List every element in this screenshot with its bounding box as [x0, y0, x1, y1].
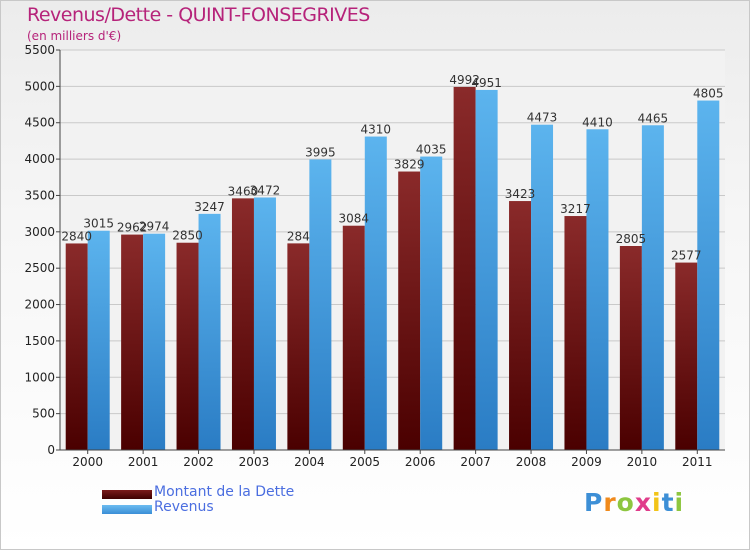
data-label-dette-2004: 284 — [287, 229, 310, 243]
data-label-dette-2011: 2577 — [671, 249, 702, 263]
bar-revenus-2002 — [198, 213, 221, 450]
data-label-revenus-2010: 4465 — [638, 111, 669, 125]
data-label-revenus-2011: 4805 — [693, 87, 724, 101]
bar-dette-2004 — [287, 243, 310, 450]
data-label-revenus-2005: 4310 — [361, 123, 392, 137]
axis-layer: 0 500 1000 1500 2000 2500 3000 3500 4000 4500 5000… — [24, 43, 725, 469]
y-tick-label: 500 — [32, 407, 55, 421]
legend-label-dette: Montant de la Dette — [154, 484, 295, 500]
data-label-dette-2009: 3217 — [560, 202, 591, 216]
logo-letter: i — [652, 488, 662, 517]
bar-revenus-2011 — [697, 100, 720, 450]
bar-revenus-2007 — [475, 89, 498, 450]
logo-letter: i — [674, 488, 685, 517]
bar-revenus-2000 — [87, 230, 110, 450]
data-label-dette-2002: 2850 — [172, 229, 203, 243]
y-tick-label: 2500 — [24, 261, 55, 275]
data-label-dette-2000: 2840 — [61, 229, 92, 243]
bar-revenus-2003 — [253, 197, 276, 450]
y-tick-label: 0 — [47, 443, 55, 457]
bar-dette-2000 — [65, 243, 88, 450]
proxiti-logo: Proxiti — [584, 488, 684, 517]
y-tick-label: 4500 — [24, 116, 55, 130]
x-tick-label: 2003 — [239, 455, 270, 469]
bar-revenus-2010 — [641, 125, 664, 450]
y-tick-label: 1000 — [24, 370, 55, 384]
bar-dette-2005 — [342, 225, 365, 450]
data-label-revenus-2003: 3472 — [250, 183, 281, 197]
x-tick-label: 2010 — [627, 455, 658, 469]
bar-revenus-2009 — [586, 129, 609, 451]
data-label-dette-2003: 3460 — [228, 184, 259, 198]
legend-label-revenus: Revenus — [154, 499, 214, 515]
x-tick-label: 2001 — [128, 455, 159, 469]
bar-revenus-2005 — [364, 136, 387, 450]
x-tick-label: 2002 — [183, 455, 214, 469]
data-label-revenus-2001: 2974 — [139, 220, 170, 234]
x-tick-label: 2008 — [516, 455, 547, 469]
bar-revenus-2001 — [143, 233, 166, 450]
bar-revenus-2004 — [309, 159, 332, 451]
bar-dette-2009 — [564, 216, 587, 450]
data-label-revenus-2007: 4951 — [471, 76, 502, 90]
data-label-dette-2008: 3423 — [505, 187, 536, 201]
logo-letter: r — [603, 488, 617, 517]
grid-layer — [60, 49, 725, 451]
bar-dette-2002 — [176, 242, 199, 450]
data-label-revenus-2002: 3247 — [194, 200, 225, 214]
x-tick-label: 2005 — [350, 455, 381, 469]
chart-title: Revenus/Dette - QUINT-FONSEGRIVES — [27, 4, 370, 26]
bar-dette-2008 — [509, 201, 532, 450]
logo-letter: x — [634, 488, 652, 517]
bar-dette-2003 — [231, 198, 254, 450]
bar-dette-2007 — [453, 86, 476, 450]
x-tick-label: 2011 — [682, 455, 713, 469]
data-label-revenus-2009: 4410 — [582, 115, 613, 129]
x-tick-label: 2007 — [460, 455, 491, 469]
legend-swatch-dette — [102, 490, 152, 499]
chart-subtitle: (en milliers d'€) — [27, 29, 122, 43]
data-label-dette-2005: 3084 — [339, 212, 370, 226]
bar-layer — [65, 86, 720, 451]
x-tick-label: 2006 — [405, 455, 436, 469]
bar-dette-2001 — [121, 234, 144, 450]
x-tick-label: 2000 — [72, 455, 103, 469]
y-tick-label: 1500 — [24, 334, 55, 348]
x-tick-label: 2009 — [571, 455, 602, 469]
data-label-dette-2010: 2805 — [616, 232, 647, 246]
plot-background — [60, 50, 725, 450]
y-tick-label: 3500 — [24, 188, 55, 202]
logo-letter: o — [616, 488, 635, 517]
data-label-revenus-2008: 4473 — [527, 111, 558, 125]
bar-dette-2011 — [675, 262, 698, 450]
bar-dette-2006 — [398, 171, 421, 450]
y-tick-label: 2000 — [24, 298, 55, 312]
data-label-revenus-2000: 3015 — [83, 217, 114, 231]
data-label-revenus-2004: 3995 — [305, 145, 336, 159]
bar-dette-2010 — [619, 246, 642, 450]
logo-letter: P — [584, 488, 604, 517]
y-tick-label: 4000 — [24, 152, 55, 166]
y-tick-label: 5000 — [24, 79, 55, 93]
logo-letter: t — [661, 488, 675, 517]
data-label-dette-2007: 4992 — [449, 73, 480, 87]
bar-revenus-2008 — [531, 124, 554, 450]
x-tick-label: 2004 — [294, 455, 325, 469]
y-tick-label: 5500 — [24, 43, 55, 57]
legend-swatch-revenus — [102, 505, 152, 514]
bar-revenus-2006 — [420, 156, 443, 450]
data-label-dette-2001: 2962 — [117, 221, 148, 235]
y-tick-label: 3000 — [24, 225, 55, 239]
data-label-dette-2006: 3829 — [394, 158, 425, 172]
data-label-revenus-2006: 4035 — [416, 143, 447, 157]
